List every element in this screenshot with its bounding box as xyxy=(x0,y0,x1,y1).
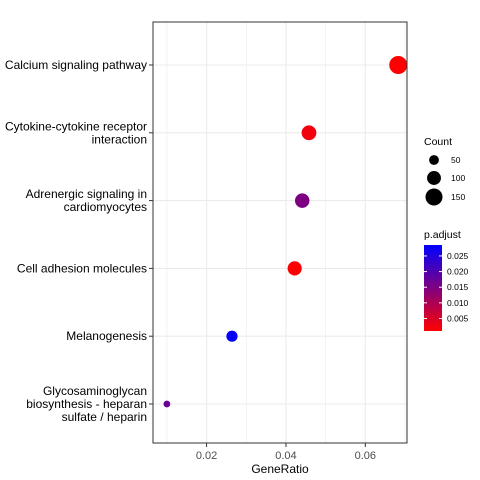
count-legend-key xyxy=(429,155,439,165)
count-legend-title: Count xyxy=(424,136,452,148)
colorbar-tick-label: 0.020 xyxy=(447,267,469,277)
data-point xyxy=(294,193,310,208)
y-axis: Calcium signaling pathway Cytokine-cytoki… xyxy=(5,58,153,424)
data-point xyxy=(389,55,408,75)
count-legend-label: 100 xyxy=(451,173,465,183)
data-point xyxy=(287,261,302,276)
y-category-label: Glycosaminoglycan biosynthesis - heparan s… xyxy=(26,384,147,424)
count-legend-key xyxy=(425,188,443,206)
data-point xyxy=(301,125,317,141)
x-axis-title: GeneRatio xyxy=(251,462,309,476)
p-adjust-legend: p.adjust 0.025 0.020 0.015 0.010 0.005 xyxy=(424,229,469,331)
x-tick-label: 0.02 xyxy=(196,450,217,462)
count-legend-label: 150 xyxy=(451,192,465,202)
x-tick-label: 0.04 xyxy=(275,450,296,462)
data-points xyxy=(163,55,408,408)
colorbar-tick-label: 0.010 xyxy=(447,298,469,308)
p-adjust-colorbar xyxy=(424,245,442,331)
x-tick-label: 0.06 xyxy=(355,450,376,462)
colorbar-tick-label: 0.015 xyxy=(447,282,469,292)
y-category-label: Calcium signaling pathway xyxy=(5,58,147,72)
plot-panel xyxy=(152,21,408,444)
y-category-label: Melanogenesis xyxy=(66,329,147,343)
count-legend-key xyxy=(427,171,441,185)
colorbar-tick-label: 0.005 xyxy=(447,313,469,323)
y-category-label: Cytokine-cytokine receptor interaction xyxy=(5,119,147,146)
count-legend-label: 50 xyxy=(451,155,461,165)
count-legend: Count 50 100 150 xyxy=(424,136,465,206)
data-point xyxy=(163,400,171,408)
data-point xyxy=(226,330,238,342)
y-category-label: Cell adhesion molecules xyxy=(17,261,147,275)
x-axis: 0.02 0.04 0.06 xyxy=(196,443,376,462)
grid-lines xyxy=(153,22,407,443)
p-adjust-legend-title: p.adjust xyxy=(424,229,461,241)
y-category-label: Adrenergic signaling in cardiomyocytes xyxy=(26,187,147,214)
colorbar-tick-label: 0.025 xyxy=(447,251,469,261)
